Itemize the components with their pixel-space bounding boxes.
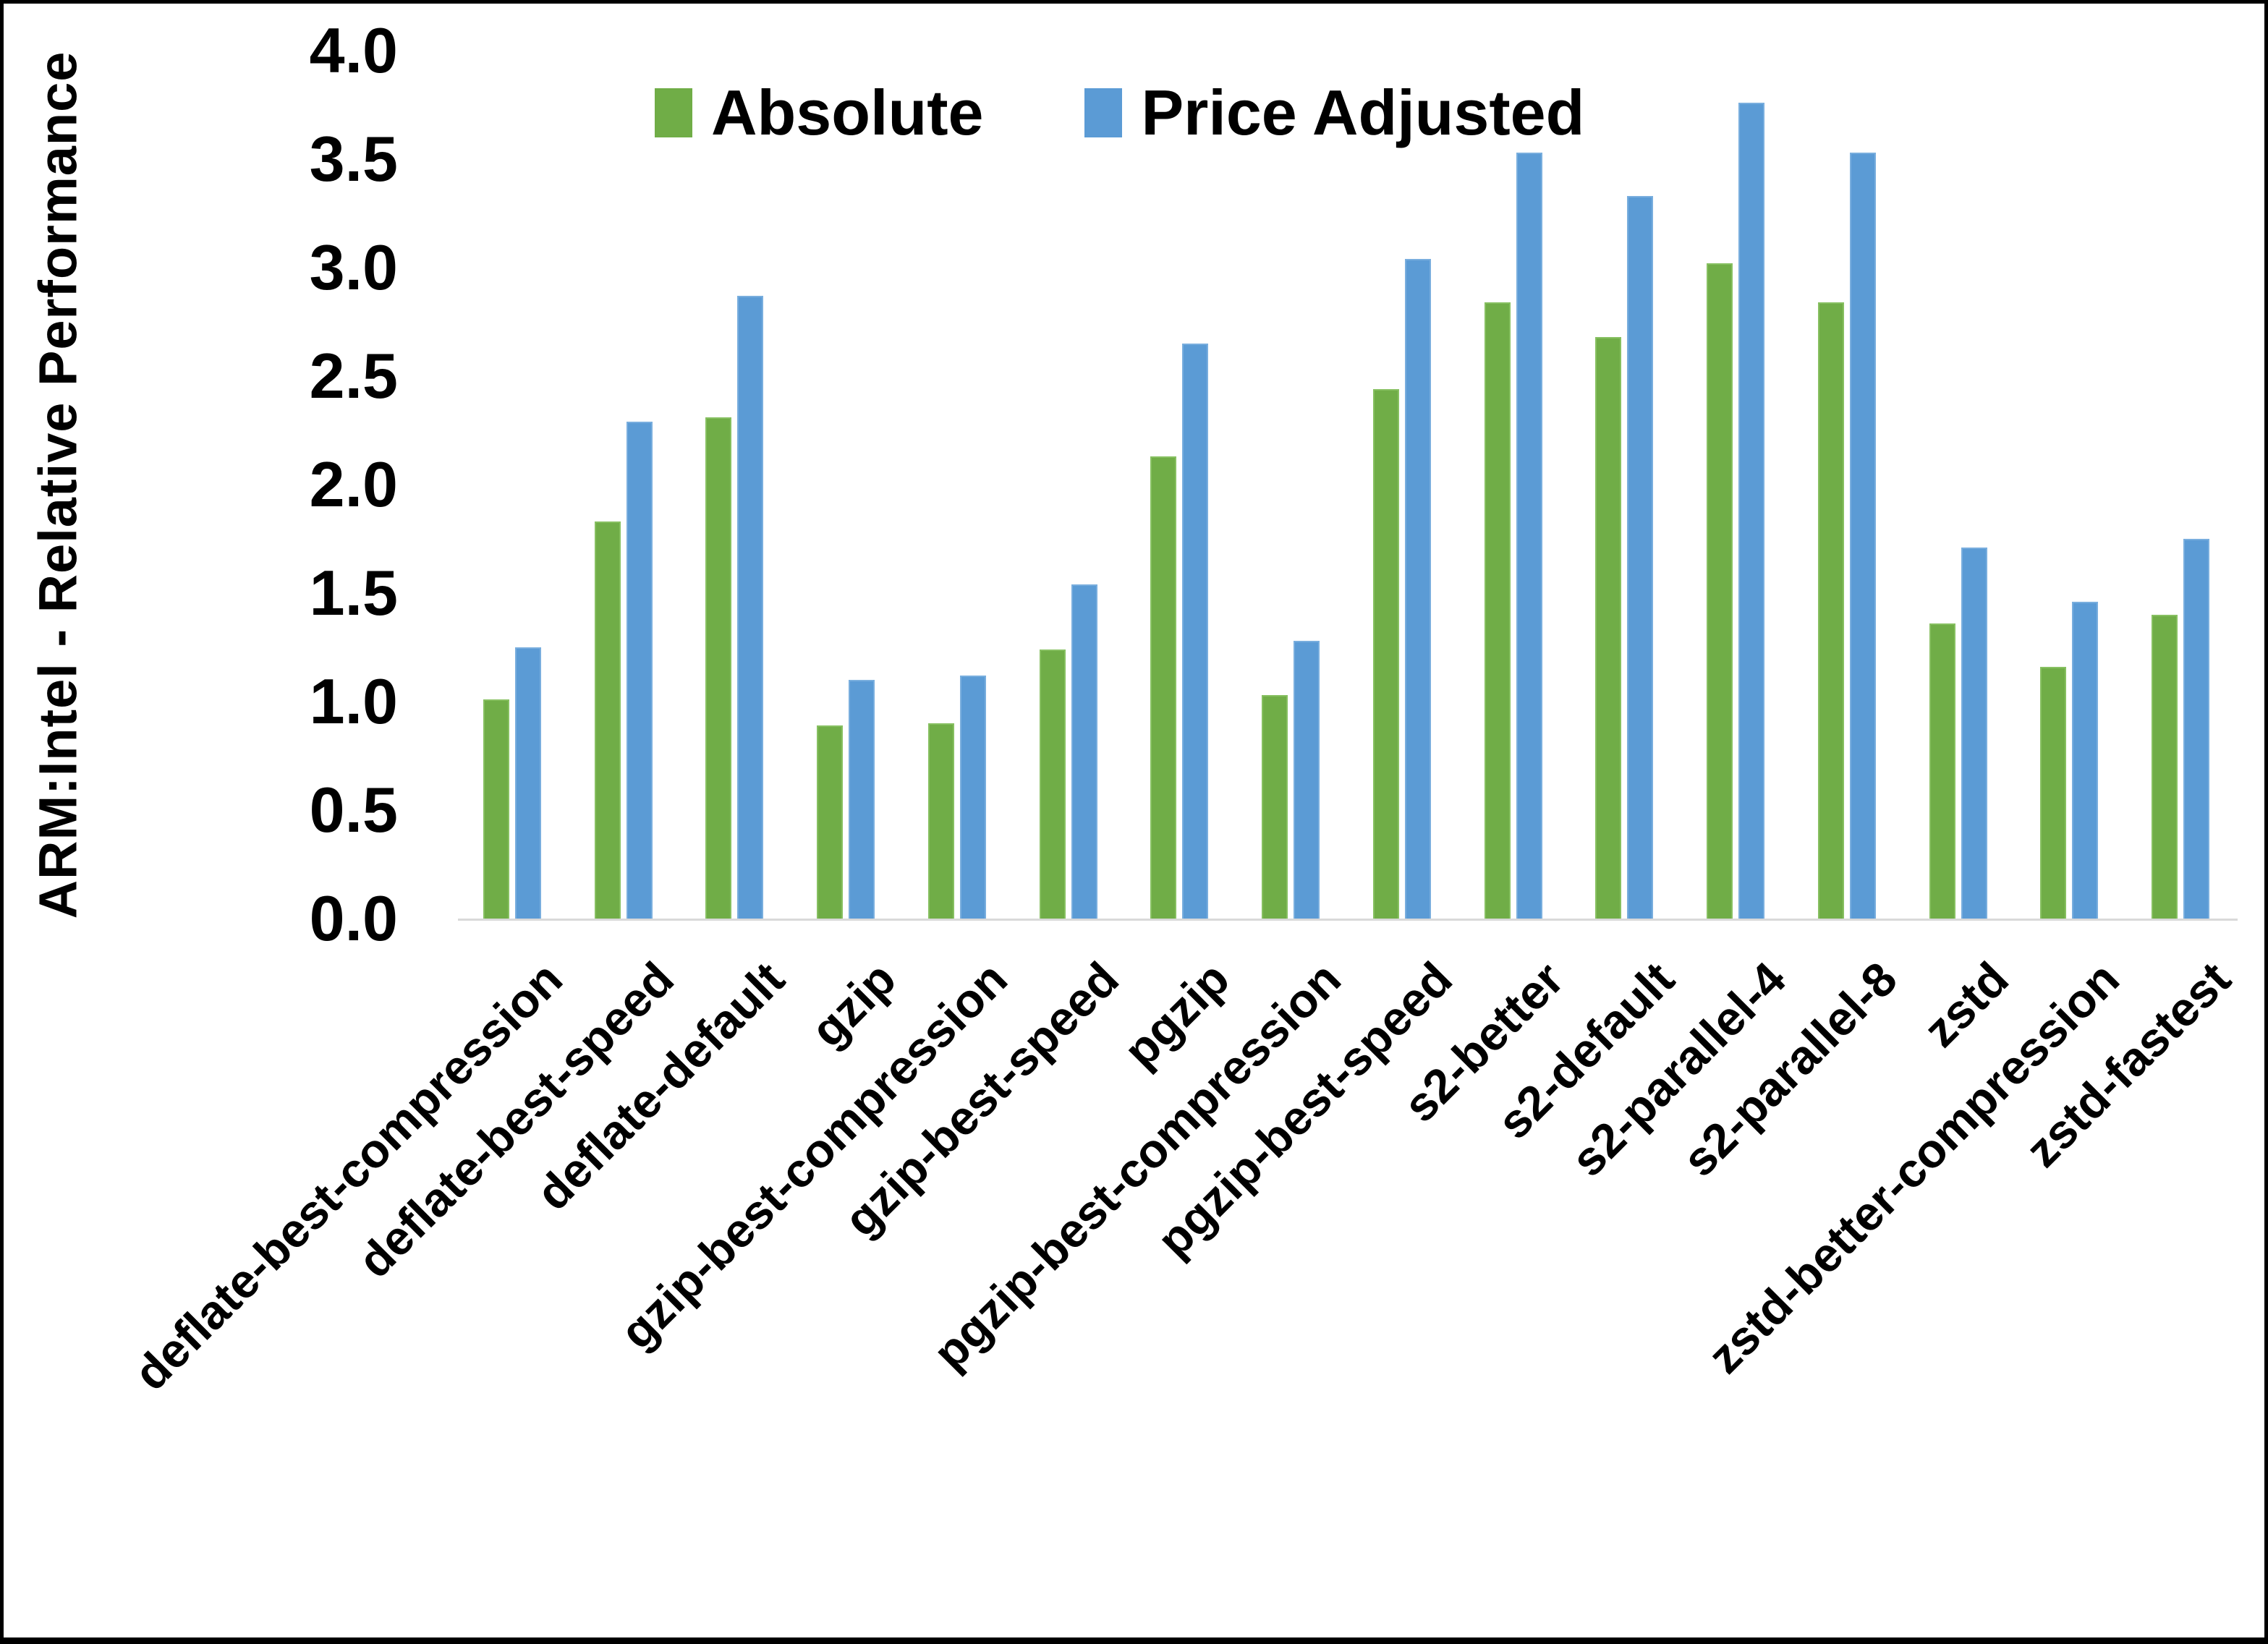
bar-group-zstd-fastest	[2152, 51, 2210, 919]
bar-absolute-deflate-best-speed	[594, 521, 621, 919]
bar-price-adjusted-s2-better	[1516, 153, 1542, 919]
bar-price-adjusted-deflate-best-compression	[514, 647, 541, 919]
bar-group-gzip-best-compression	[927, 51, 986, 919]
bar-price-adjusted-gzip	[849, 680, 875, 919]
bar-price-adjusted-deflate-best-speed	[626, 422, 653, 919]
bar-absolute-pgzip-best-compression	[1262, 695, 1288, 919]
y-tick-label: 0.5	[309, 774, 398, 846]
bar-group-deflate-best-speed	[594, 51, 653, 919]
y-tick-label: 1.5	[309, 557, 398, 629]
bar-group-zstd	[1929, 51, 1987, 919]
legend: Absolute Price Adjusted	[655, 76, 1584, 150]
bar-group-zstd-better-compression	[2040, 51, 2099, 919]
bar-group-s2-parallel-4	[1707, 51, 1765, 919]
bar-group-pgzip-best-compression	[1262, 51, 1320, 919]
bar-group-s2-parallel-8	[1817, 51, 1876, 919]
bar-absolute-pgzip	[1150, 456, 1177, 919]
bar-group-gzip	[817, 51, 875, 919]
y-tick-label: 2.0	[309, 448, 398, 520]
bar-absolute-zstd-fastest	[2152, 615, 2178, 919]
bar-absolute-zstd	[1929, 623, 1955, 919]
legend-swatch-absolute	[655, 88, 692, 137]
legend-label-absolute: Absolute	[711, 77, 984, 148]
x-axis-label-deflate-best-compression: deflate-best-compression	[123, 951, 572, 1400]
bar-absolute-zstd-better-compression	[2040, 667, 2067, 919]
y-tick-label: 0.0	[309, 882, 398, 954]
bar-price-adjusted-s2-parallel-4	[1738, 103, 1765, 919]
legend-item-price-adjusted: Price Adjusted	[1084, 76, 1584, 150]
bar-price-adjusted-zstd-fastest	[2183, 539, 2210, 919]
bar-absolute-deflate-best-compression	[483, 699, 509, 919]
bar-absolute-deflate-default	[705, 417, 732, 919]
bar-price-adjusted-s2-parallel-8	[1849, 153, 1876, 919]
bar-price-adjusted-gzip-best-compression	[959, 676, 986, 919]
bar-absolute-gzip	[817, 725, 844, 919]
bar-absolute-pgzip-best-speed	[1372, 389, 1399, 919]
y-tick-label: 1.0	[309, 665, 398, 737]
bar-group-deflate-default	[705, 51, 764, 919]
bar-absolute-s2-default	[1595, 337, 1622, 919]
bar-price-adjusted-pgzip-best-compression	[1294, 641, 1320, 919]
y-tick-label: 3.5	[309, 123, 398, 195]
bar-absolute-gzip-best-compression	[927, 723, 954, 919]
bar-group-gzip-best-speed	[1039, 51, 1097, 919]
bar-group-pgzip	[1150, 51, 1209, 919]
y-tick-label: 3.0	[309, 231, 398, 303]
bar-group-s2-better	[1484, 51, 1542, 919]
y-tick-label: 2.5	[309, 340, 398, 412]
bar-group-pgzip-best-speed	[1372, 51, 1431, 919]
legend-swatch-price-adjusted	[1084, 88, 1123, 137]
bar-price-adjusted-deflate-default	[737, 296, 764, 919]
bar-group-deflate-best-compression	[483, 51, 541, 919]
bar-price-adjusted-s2-default	[1627, 196, 1654, 919]
bar-absolute-s2-parallel-4	[1707, 263, 1733, 919]
bar-absolute-gzip-best-speed	[1039, 649, 1066, 919]
legend-label-price-adjusted: Price Adjusted	[1141, 77, 1585, 148]
bar-price-adjusted-pgzip-best-speed	[1404, 259, 1431, 919]
bar-price-adjusted-gzip-best-speed	[1071, 584, 1097, 919]
bar-price-adjusted-zstd	[1961, 548, 1987, 919]
legend-item-absolute: Absolute	[655, 76, 983, 150]
bar-price-adjusted-zstd-better-compression	[2072, 602, 2099, 919]
y-tick-label: 4.0	[309, 14, 398, 86]
bar-price-adjusted-pgzip	[1182, 344, 1209, 919]
bar-absolute-s2-better	[1484, 302, 1511, 919]
bar-group-s2-default	[1595, 51, 1654, 919]
plot-area	[458, 51, 2238, 921]
bar-absolute-s2-parallel-8	[1817, 302, 1844, 919]
